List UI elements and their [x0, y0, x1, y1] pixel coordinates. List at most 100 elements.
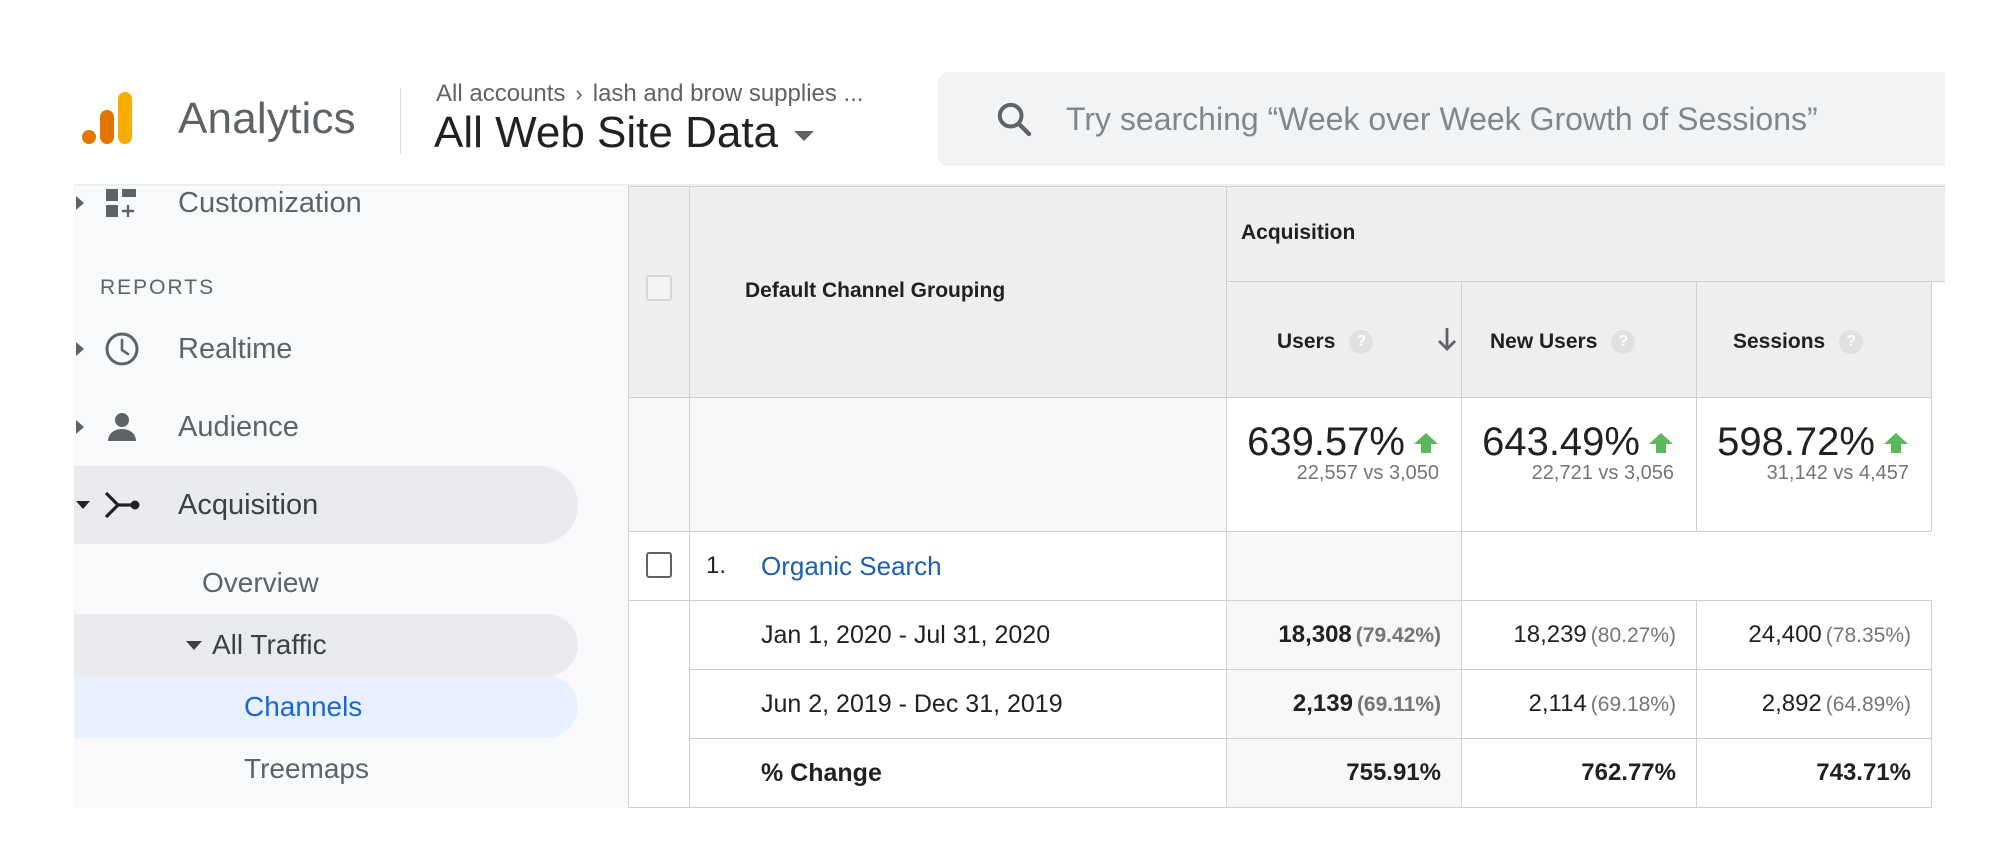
- sidebar-item-realtime[interactable]: Realtime: [74, 310, 578, 388]
- summary-new-users-change-value: 643.49%: [1482, 420, 1640, 464]
- column-header-new-users-label: New Users?: [1490, 330, 1636, 355]
- breadcrumb-account[interactable]: All accounts: [436, 80, 566, 107]
- sidebar-item-channels[interactable]: Channels: [74, 676, 578, 738]
- users-label: Users: [1277, 330, 1336, 353]
- collapse-arrow-icon[interactable]: [186, 640, 202, 650]
- report-table: Default Channel Grouping Acquisition Use…: [628, 186, 1945, 808]
- expand-arrow-icon[interactable]: [76, 342, 84, 356]
- period-1-users-cell: 18,308 (79.42%): [1227, 601, 1462, 670]
- analytics-logo[interactable]: [82, 90, 138, 146]
- summary-users-change: 639.57%: [1247, 420, 1439, 465]
- acquisition-group-label: Acquisition: [1241, 221, 1356, 244]
- sidebar-item-customization[interactable]: Customization: [74, 164, 578, 242]
- period-2-new-users: 2,114 (69.18%): [1529, 690, 1677, 718]
- period-1-users-value: 18,308: [1278, 621, 1352, 648]
- table-row-change: % Change: [690, 739, 1227, 808]
- clock-icon: [105, 332, 139, 366]
- sidebar-item-label: Customization: [178, 186, 362, 219]
- period-2-label: Jun 2, 2019 - Dec 31, 2019: [761, 690, 1063, 718]
- help-icon[interactable]: ?: [1349, 330, 1374, 355]
- column-header-new-users[interactable]: New Users?: [1462, 282, 1697, 398]
- period-2-sessions: 2,892 (64.89%): [1762, 690, 1911, 718]
- dimension-header[interactable]: Default Channel Grouping: [690, 186, 1227, 398]
- period-1-users-pct: (79.42%): [1355, 624, 1441, 647]
- search-icon[interactable]: [994, 99, 1034, 139]
- header-divider: [400, 88, 401, 154]
- row-select-cell: [628, 601, 690, 670]
- summary-select-cell: [628, 398, 690, 532]
- channel-link-organic-search[interactable]: Organic Search: [761, 551, 942, 581]
- new-users-label: New Users: [1490, 330, 1598, 353]
- search-input[interactable]: [1066, 100, 1945, 138]
- help-icon[interactable]: ?: [1839, 330, 1864, 355]
- sidebar-item-label: Treemaps: [244, 753, 370, 784]
- summary-sessions: 598.72% 31,142 vs 4,457: [1697, 398, 1932, 532]
- acquisition-group-header: Acquisition: [1227, 186, 1945, 282]
- change-sessions: 743.71%: [1816, 759, 1911, 786]
- expand-arrow-icon[interactable]: [76, 196, 84, 210]
- dashboard-plus-icon: [106, 189, 136, 217]
- dimension-header-label: Default Channel Grouping: [745, 279, 1006, 302]
- period-1-sessions-cell: 24,400 (78.35%): [1697, 601, 1932, 670]
- period-1-sessions: 24,400 (78.35%): [1748, 621, 1911, 649]
- column-header-sessions-label: Sessions?: [1733, 330, 1864, 355]
- summary-users-compare: 22,557 vs 3,050: [1296, 462, 1439, 484]
- table-row-channel: 1. Organic Search: [690, 532, 1227, 601]
- person-icon: [108, 413, 136, 441]
- period-2-sessions-pct: (64.89%): [1825, 693, 1911, 716]
- channel-row-spacer: [1462, 532, 1932, 601]
- search-bar[interactable]: [938, 72, 1945, 166]
- sidebar-item-label: Acquisition: [178, 488, 319, 521]
- view-selector[interactable]: All Web Site Data: [434, 108, 815, 158]
- sidebar-item-audience[interactable]: Audience: [74, 388, 578, 466]
- sessions-label: Sessions: [1733, 330, 1826, 353]
- period-1-new-users-value: 18,239: [1513, 621, 1587, 648]
- sidebar: Customization REPORTS Realtime Audience: [74, 186, 628, 808]
- period-1-new-users-cell: 18,239 (80.27%): [1462, 601, 1697, 670]
- app-name: Analytics: [178, 94, 356, 143]
- period-1-new-users-pct: (80.27%): [1590, 624, 1676, 647]
- row-select-cell: [628, 739, 690, 808]
- sort-arrow-down-icon[interactable]: [1435, 326, 1459, 354]
- summary-new-users-compare: 22,721 vs 3,056: [1531, 462, 1674, 484]
- row-select-cell: [628, 532, 690, 601]
- view-name: All Web Site Data: [434, 108, 779, 157]
- select-all-checkbox[interactable]: [646, 275, 672, 301]
- reports-section-header: REPORTS: [100, 276, 216, 299]
- sidebar-item-label: Channels: [244, 691, 363, 722]
- breadcrumb-property[interactable]: lash and brow supplies ...: [592, 80, 864, 107]
- breadcrumb[interactable]: All accounts › lash and brow supplies ..…: [436, 80, 864, 108]
- summary-dimension-cell: [690, 398, 1227, 532]
- column-header-users-label: Users?: [1277, 330, 1374, 355]
- period-2-users-cell: 2,139 (69.11%): [1227, 670, 1462, 739]
- period-2-new-users-value: 2,114: [1528, 690, 1587, 717]
- summary-users: 639.57% 22,557 vs 3,050: [1227, 398, 1462, 532]
- sidebar-item-label: All Traffic: [212, 629, 327, 660]
- summary-new-users-change: 643.49%: [1482, 420, 1674, 465]
- sidebar-item-overview[interactable]: Overview: [202, 552, 319, 614]
- column-header-sessions[interactable]: Sessions?: [1697, 282, 1932, 398]
- expand-arrow-icon[interactable]: [76, 420, 84, 434]
- period-1-sessions-value: 24,400: [1748, 621, 1822, 648]
- summary-sessions-change-value: 598.72%: [1717, 420, 1875, 464]
- sidebar-item-acquisition[interactable]: Acquisition: [74, 466, 578, 544]
- change-users-cell: 755.91%: [1227, 739, 1462, 808]
- select-all-cell: [628, 186, 690, 398]
- column-header-users[interactable]: Users?: [1227, 282, 1462, 398]
- analytics-window: Analytics All accounts › lash and brow s…: [74, 72, 1945, 808]
- period-2-new-users-pct: (69.18%): [1590, 693, 1676, 716]
- change-new-users-cell: 762.77%: [1462, 739, 1697, 808]
- sidebar-item-label: Overview: [202, 567, 319, 598]
- help-icon[interactable]: ?: [1611, 330, 1636, 355]
- period-1-users: 18,308 (79.42%): [1278, 621, 1441, 649]
- sidebar-item-all-traffic[interactable]: All Traffic: [74, 614, 578, 676]
- sidebar-item-label: Realtime: [178, 332, 293, 365]
- channel-row-spacer: [1227, 532, 1462, 601]
- arrow-up-icon: [1884, 432, 1908, 453]
- period-2-sessions-cell: 2,892 (64.89%): [1697, 670, 1932, 739]
- summary-new-users: 643.49% 22,721 vs 3,056: [1462, 398, 1697, 532]
- period-1-new-users: 18,239 (80.27%): [1513, 621, 1676, 649]
- sidebar-item-treemaps[interactable]: Treemaps: [244, 738, 369, 800]
- collapse-arrow-icon[interactable]: [76, 501, 90, 509]
- row-checkbox[interactable]: [646, 552, 672, 578]
